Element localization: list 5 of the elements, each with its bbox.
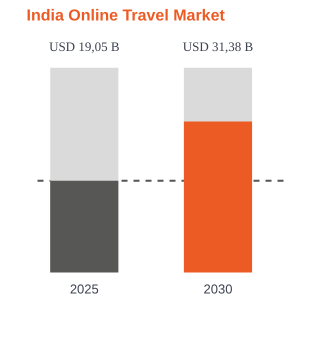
data-label: USD 31,38 B <box>182 38 254 54</box>
chart-title: India Online Travel Market <box>26 8 226 24</box>
x-tick-label: 2025 <box>70 282 99 296</box>
data-label: USD 19,05 B <box>49 38 120 54</box>
x-tick-label: 2030 <box>204 282 232 296</box>
